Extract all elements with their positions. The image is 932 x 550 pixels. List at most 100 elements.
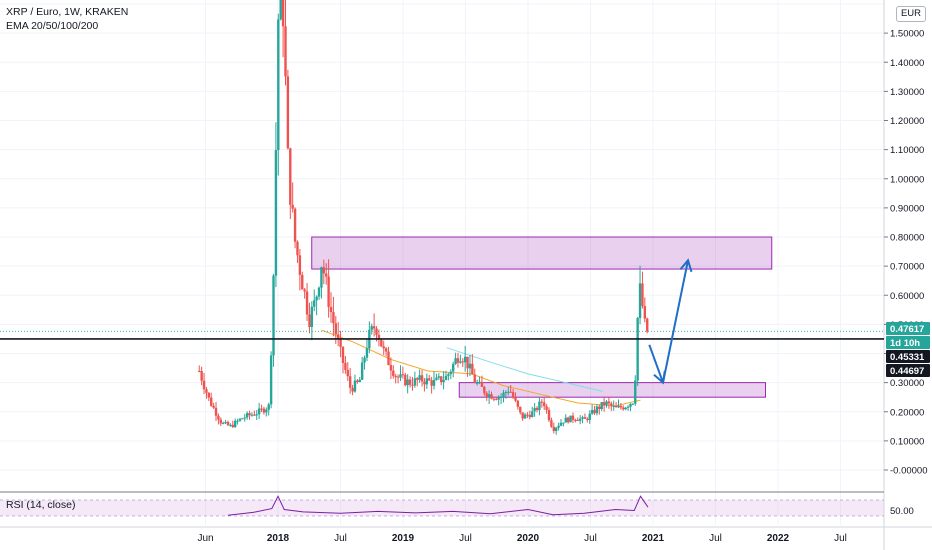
rsi-tick-label: 50.00 bbox=[890, 506, 914, 517]
candle-body-155 bbox=[569, 415, 572, 423]
candle-body-40 bbox=[293, 208, 297, 242]
candle-body-94 bbox=[423, 381, 426, 385]
candle-body-49 bbox=[315, 296, 318, 301]
candle-body-31 bbox=[272, 275, 275, 356]
price-badge-text-0: 0.47617 bbox=[890, 324, 924, 335]
candle-body-130 bbox=[509, 391, 512, 393]
candle-body-170 bbox=[605, 401, 608, 406]
candle-layer bbox=[198, 0, 649, 435]
candle-body-38 bbox=[289, 148, 292, 205]
candle-body-125 bbox=[497, 397, 500, 400]
candle-body-110 bbox=[461, 361, 464, 363]
y-tick-label-15: 1.50000 bbox=[890, 29, 924, 40]
candle-body-12 bbox=[226, 422, 230, 426]
candle-body-157 bbox=[574, 419, 577, 421]
x-tick-label-3: 2019 bbox=[392, 533, 415, 544]
candle-body-68 bbox=[360, 362, 364, 380]
y-tick-label-11: 1.10000 bbox=[890, 145, 924, 156]
zone-box-1 bbox=[458, 382, 766, 398]
price-badge-3 bbox=[886, 364, 930, 377]
candle-body-6 bbox=[212, 405, 215, 408]
candle-body-55 bbox=[329, 306, 333, 313]
annotation-layer bbox=[0, 258, 884, 385]
candle-body-37 bbox=[286, 76, 290, 149]
candle-body-44 bbox=[303, 289, 306, 292]
candle-body-15 bbox=[233, 420, 237, 427]
candle-body-167 bbox=[598, 406, 601, 410]
candle-body-118 bbox=[480, 381, 484, 387]
y-tick-label-6: 0.60000 bbox=[890, 291, 924, 302]
candle-body-27 bbox=[262, 408, 266, 413]
candle-body-96 bbox=[428, 378, 431, 381]
candle-body-45 bbox=[305, 291, 309, 315]
candle-body-161 bbox=[583, 417, 587, 419]
candle-body-53 bbox=[325, 273, 328, 277]
candle-body-86 bbox=[404, 374, 407, 386]
candle-body-154 bbox=[566, 417, 570, 423]
candle-body-176 bbox=[619, 405, 623, 408]
candle-body-146 bbox=[547, 409, 551, 421]
candle-body-10 bbox=[222, 422, 225, 424]
candle-body-103 bbox=[444, 375, 448, 380]
candle-body-82 bbox=[394, 375, 397, 377]
rsi-legend[interactable]: RSI (14, close) bbox=[6, 499, 76, 511]
y-tick-label-3: 0.30000 bbox=[890, 378, 924, 389]
candle-body-26 bbox=[260, 408, 263, 410]
candle-body-126 bbox=[499, 396, 503, 398]
candle-body-106 bbox=[451, 363, 455, 372]
time-axis[interactable]: Jun 2018 Jul 2019 Jul 2020 Jul 2021 Jul 2022 Jul bbox=[197, 533, 846, 544]
candle-body-129 bbox=[507, 391, 510, 393]
price-badge-text-3: 0.44697 bbox=[890, 366, 924, 377]
candle-body-47 bbox=[310, 306, 314, 327]
candle-body-92 bbox=[418, 375, 421, 380]
candle-body-35 bbox=[281, 0, 285, 27]
candle-body-54 bbox=[327, 276, 330, 307]
projection-arrow bbox=[648, 260, 689, 384]
candle-body-90 bbox=[413, 378, 417, 386]
price-badge-2 bbox=[886, 350, 930, 363]
candle-body-164 bbox=[590, 409, 594, 414]
candle-body-70 bbox=[365, 348, 369, 358]
x-tick-label-5: 2020 bbox=[517, 533, 540, 544]
candle-body-120 bbox=[485, 393, 488, 398]
candle-body-51 bbox=[320, 267, 323, 288]
candle-body-76 bbox=[380, 339, 383, 347]
x-tick-label-2: Jul bbox=[334, 533, 347, 544]
zone-box-0 bbox=[311, 236, 773, 270]
candle-body-127 bbox=[502, 392, 505, 397]
symbol-title[interactable]: XRP / Euro, 1W, KRAKEN bbox=[6, 6, 129, 18]
candle-body-7 bbox=[214, 407, 218, 416]
candle-body-9 bbox=[219, 419, 223, 424]
price-badge-1 bbox=[886, 336, 930, 349]
candle-body-18 bbox=[241, 418, 244, 420]
x-tick-label-10: Jul bbox=[834, 533, 847, 544]
y-tick-label-9: 0.90000 bbox=[890, 203, 924, 214]
candle-body-32 bbox=[274, 150, 278, 276]
ema-legend[interactable]: EMA 20/50/100/200 bbox=[6, 20, 99, 32]
candle-body-3 bbox=[205, 389, 208, 393]
candle-body-79 bbox=[387, 351, 390, 366]
candle-body-50 bbox=[317, 287, 321, 297]
candle-body-138 bbox=[528, 414, 532, 418]
candle-body-99 bbox=[435, 377, 438, 380]
candle-body-33 bbox=[277, 19, 280, 151]
candle-body-65 bbox=[353, 380, 357, 392]
candle-body-101 bbox=[440, 376, 443, 383]
candle-body-20 bbox=[245, 413, 249, 418]
candle-body-1 bbox=[200, 371, 203, 381]
candle-body-22 bbox=[250, 414, 254, 416]
candle-body-168 bbox=[600, 402, 603, 410]
candle-body-29 bbox=[267, 404, 270, 410]
rsi-band bbox=[0, 500, 884, 516]
currency-badge[interactable]: EUR bbox=[896, 6, 926, 22]
candle-body-182 bbox=[634, 380, 637, 404]
y-tick-label-0: -0.00000 bbox=[890, 466, 928, 477]
candle-body-107 bbox=[454, 358, 457, 364]
y-tick-label-7: 0.70000 bbox=[890, 262, 924, 273]
candle-body-152 bbox=[562, 422, 565, 424]
candle-body-112 bbox=[466, 356, 469, 369]
price-axis[interactable]: -0.000000.100000.200000.300000.400000.50… bbox=[884, 29, 930, 477]
ema-line-cyan bbox=[446, 347, 604, 392]
candle-body-115 bbox=[473, 374, 476, 383]
